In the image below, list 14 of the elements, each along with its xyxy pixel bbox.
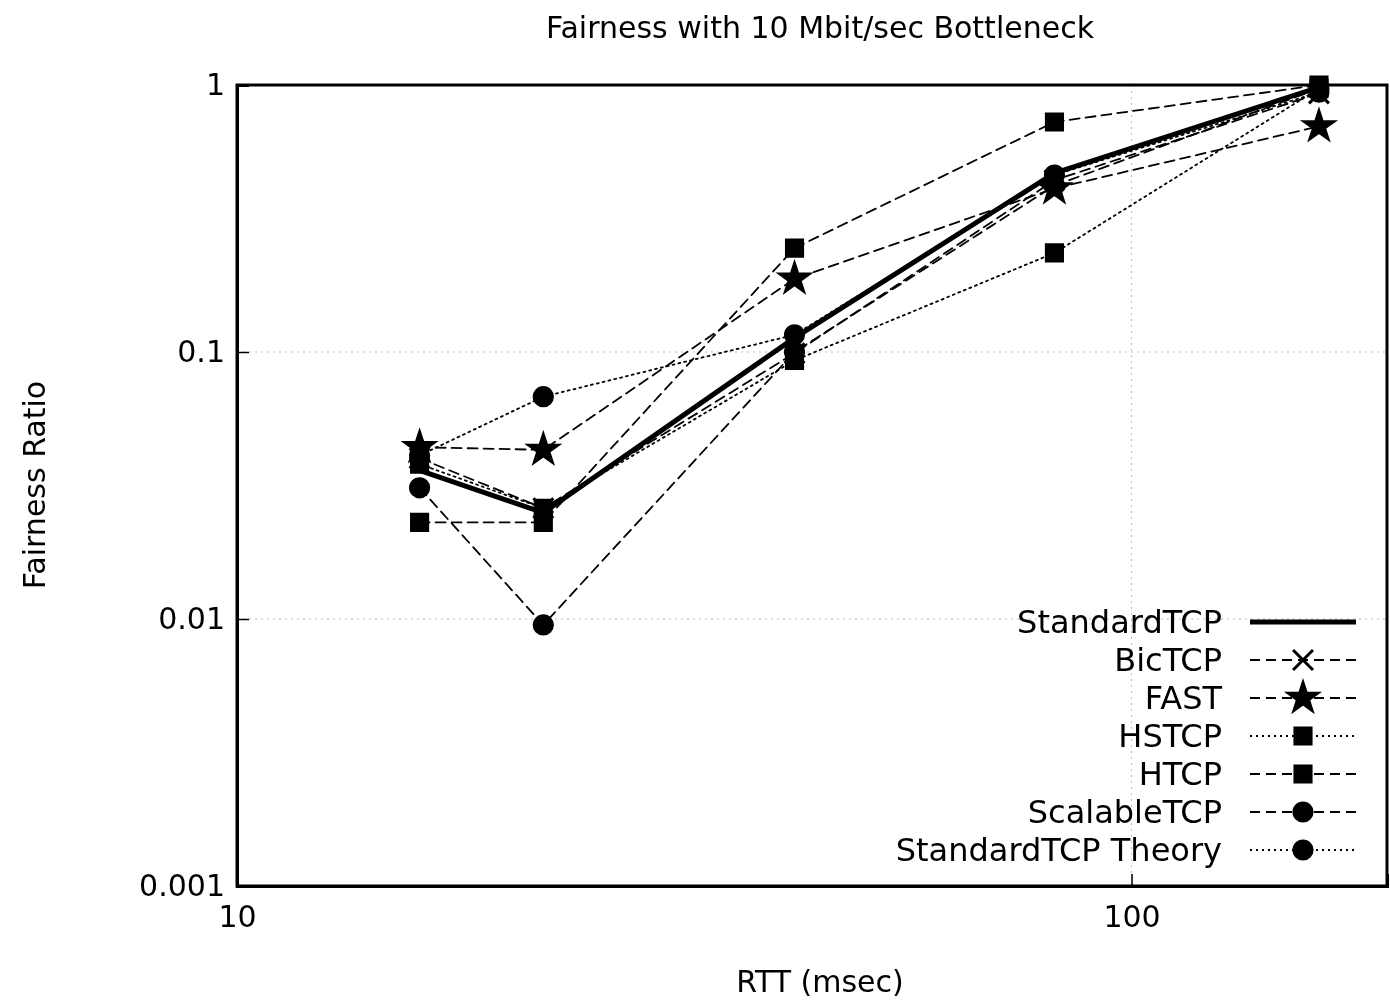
y-tick-label: 0.1 — [177, 334, 225, 370]
x-axis-title: RTT (msec) — [736, 964, 904, 999]
y-tick-label: 1 — [205, 67, 225, 103]
y-axis-title: Fairness Ratio — [17, 380, 52, 590]
legend-label: FAST — [1144, 679, 1223, 717]
legend-label: BicTCP — [1114, 641, 1222, 679]
legend-label: HTCP — [1138, 755, 1222, 793]
legend-label: ScalableTCP — [1027, 793, 1222, 831]
legend-label: StandardTCP — [1017, 603, 1222, 641]
x-tick-label: 100 — [1103, 899, 1161, 934]
legend-label: StandardTCP Theory — [895, 831, 1222, 869]
legend-label: HSTCP — [1118, 717, 1222, 755]
y-tick-label: 0.01 — [158, 601, 225, 637]
chart-title: Fairness with 10 Mbit/sec Bottleneck — [545, 10, 1095, 45]
